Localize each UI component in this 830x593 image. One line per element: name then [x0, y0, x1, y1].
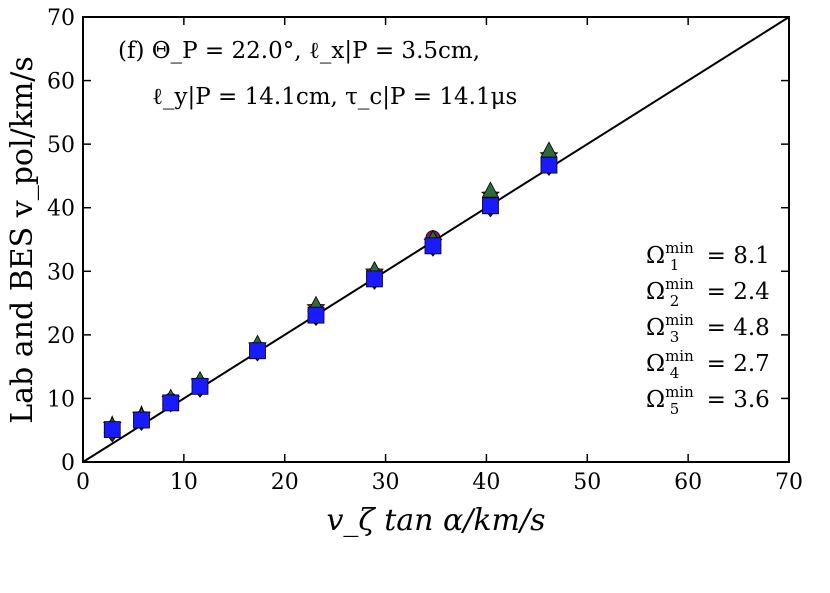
y-tick-label: 20 — [47, 324, 75, 349]
data-point-square — [424, 237, 442, 255]
x-tick-label: 40 — [472, 470, 500, 495]
annotation-line-2: ℓ_y|P = 14.1cm, τ_c|P = 14.1μs — [152, 84, 517, 110]
x-tick-label: 50 — [573, 470, 601, 495]
y-axis-label: Lab and BES v_pol/km/s — [5, 56, 40, 424]
omega-label: Ωmin 3 = 4.8 — [646, 311, 770, 346]
x-tick-label: 60 — [674, 470, 702, 495]
data-points — [102, 141, 559, 443]
plot-frame — [82, 16, 790, 463]
x-tick-label: 10 — [170, 470, 198, 495]
y-tick-label: 60 — [47, 70, 75, 95]
data-point-triangle — [481, 181, 500, 198]
omega-label: Ωmin 5 = 3.6 — [646, 383, 770, 418]
data-point-square — [103, 421, 121, 438]
data-point-square — [133, 411, 150, 429]
x-tick-label: 20 — [271, 470, 299, 495]
data-point-square — [307, 306, 325, 324]
y-tick-label: 40 — [47, 197, 75, 222]
y-tick-label: 10 — [47, 387, 75, 412]
y-tick-label: 0 — [61, 451, 75, 476]
data-point-square — [191, 377, 209, 395]
y-tick-label: 30 — [47, 260, 75, 285]
data-point-triangle — [540, 141, 558, 158]
omega-label: Ωmin 2 = 2.4 — [646, 275, 770, 310]
y-tick-label: 50 — [47, 133, 75, 158]
x-tick-label: 0 — [76, 470, 90, 495]
data-point-square — [162, 394, 180, 412]
x-tick-label: 70 — [775, 470, 803, 495]
omega-label: Ωmin 4 = 2.7 — [646, 347, 770, 382]
data-point-square — [366, 270, 383, 288]
annotation-line-1: (f) Θ_P = 22.0°, ℓ_x|P = 3.5cm, — [118, 38, 480, 64]
data-point-square — [540, 156, 558, 174]
omega-label: Ωmin 1 = 8.1 — [646, 239, 770, 274]
data-point-square — [482, 197, 499, 215]
y-tick-label: 70 — [47, 6, 75, 31]
x-tick-label: 30 — [372, 470, 400, 495]
axis-ticks: 0 10 20 30 40 50 60 70 0 10 20 30 40 50 60 70 — [47, 6, 803, 495]
x-axis-label: v_ζ tan α/km/s — [326, 503, 545, 538]
data-point-square — [249, 342, 266, 360]
